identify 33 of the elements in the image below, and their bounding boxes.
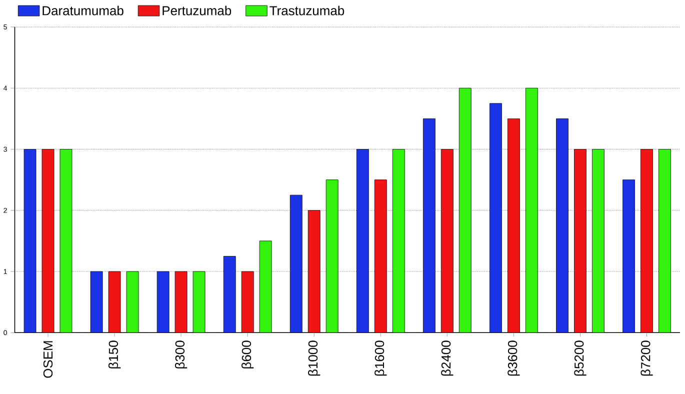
bar [490, 103, 502, 333]
bar [658, 149, 671, 333]
bar [60, 149, 72, 333]
bar [392, 149, 405, 333]
x-tick-label: β1000 [308, 340, 320, 376]
bar [290, 195, 302, 333]
bar [525, 88, 538, 333]
bar [592, 149, 604, 333]
legend-label: Daratumumab [42, 6, 124, 16]
legend-label: Trastuzumab [270, 6, 344, 16]
x-tick-label: β3600 [508, 340, 520, 376]
bar [458, 88, 472, 333]
bar [192, 272, 206, 333]
bar [126, 272, 139, 333]
bar [156, 272, 170, 333]
x-tick-label: β1600 [374, 340, 387, 376]
x-tick-label: β150 [108, 340, 121, 369]
bar [223, 256, 236, 333]
bar [422, 118, 436, 333]
x-tick-label: β300 [175, 340, 188, 369]
x-tick-label: OSEM [43, 341, 53, 378]
bar [622, 180, 635, 333]
bar [24, 149, 36, 333]
bar [556, 118, 568, 333]
bar [90, 272, 103, 333]
x-tick-label: β7200 [640, 340, 653, 376]
bar [259, 240, 272, 333]
bar [356, 149, 369, 333]
bar [326, 180, 338, 333]
x-tick-label: β600 [242, 340, 254, 369]
x-tick-label: β2400 [441, 340, 454, 376]
x-tick-label: β5200 [574, 340, 586, 376]
legend-label: Pertuzumab [162, 6, 232, 16]
